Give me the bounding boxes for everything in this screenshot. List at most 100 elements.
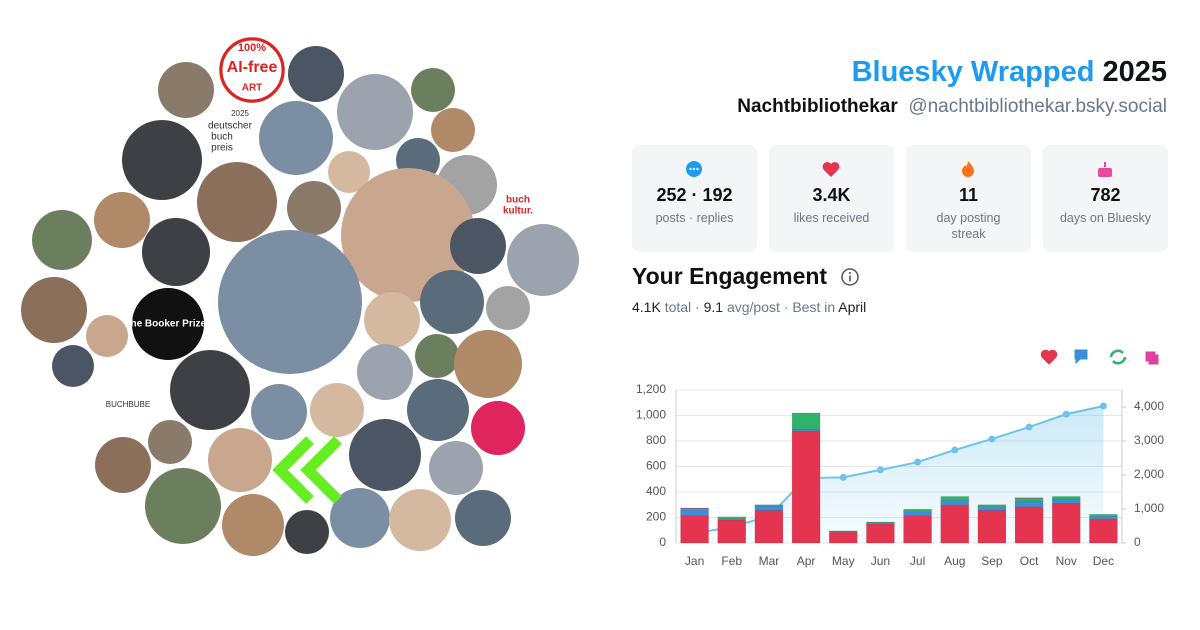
bar-segment (754, 510, 784, 544)
display-name: Nachtbibliothekar (737, 96, 898, 117)
summary-part: avg/post · Best in (723, 299, 839, 315)
avatar (507, 224, 579, 296)
avatar (420, 270, 484, 334)
bar-segment (1089, 515, 1118, 520)
line-point (914, 458, 922, 466)
avatar (407, 379, 469, 441)
y-tick-label: 4,000 (1134, 399, 1164, 413)
bar-segment (866, 521, 895, 523)
y-tick-label: 600 (646, 459, 666, 473)
bar-segment (866, 523, 895, 544)
avatar (450, 218, 506, 274)
avatar-collage: 100% AI-free ART The Booker Prizes BUCHBUBE 2… (21, 37, 579, 556)
avatar (288, 46, 344, 102)
y-tick-label: 1,200 (636, 382, 666, 396)
avatar (158, 62, 214, 118)
avatar (208, 428, 272, 492)
icon (822, 162, 840, 177)
summary-part: 9.1 (703, 299, 724, 315)
avatar (142, 218, 210, 286)
line-point (1099, 402, 1107, 410)
y-tick-label: 1,000 (636, 408, 666, 422)
avatar (95, 437, 151, 493)
y-tick-label: 2,000 (1134, 467, 1164, 481)
stat-card: 252 · 192 posts · replies (632, 145, 757, 252)
avatar (341, 168, 475, 302)
badge-text: ART (242, 83, 263, 94)
x-tick-label: Nov (1056, 554, 1077, 568)
bar-segment (680, 509, 709, 516)
icon (686, 161, 702, 177)
bar-segment (1052, 496, 1081, 500)
avatar (415, 334, 459, 378)
avatar (454, 330, 522, 398)
stat-value: 3.4K (812, 185, 851, 205)
y-tick-label: 800 (646, 433, 666, 447)
stat-value: 782 (1090, 185, 1121, 205)
line-point (876, 466, 884, 474)
avatar (471, 401, 525, 455)
section-title-text: Your Engagement (632, 263, 828, 289)
x-tick-label: Sep (981, 554, 1003, 568)
badge-text: preis (211, 143, 233, 154)
icon (962, 161, 974, 177)
bar-segment (1089, 514, 1118, 517)
avatar (218, 230, 362, 374)
bar-segment (940, 496, 969, 501)
badge-text: The Booker Prizes (124, 319, 212, 330)
legend-toggle[interactable] (1040, 349, 1058, 365)
legend-toggle[interactable] (1109, 349, 1127, 365)
avatar (148, 420, 192, 464)
bar-segment (940, 500, 969, 506)
stat-card: 3.4K likes received (769, 145, 894, 252)
avatar (222, 494, 284, 556)
stat-card: 782 days on Bluesky (1043, 145, 1168, 252)
bar-segment (717, 516, 746, 520)
user: Nachtbibliothekar @nachtbibliothekar.bsk… (737, 96, 1167, 118)
badge-text: 2025 (231, 109, 249, 118)
bar-segment (903, 508, 932, 513)
bar-segment (1014, 501, 1044, 507)
badge-text: 100% (238, 42, 266, 54)
y-tick-label: 0 (1134, 535, 1141, 549)
avatar (357, 344, 413, 400)
avatar (94, 192, 150, 248)
info-icon[interactable] (840, 267, 860, 287)
summary-part: April (838, 299, 867, 315)
avatar (251, 384, 307, 440)
avatar (122, 120, 202, 200)
year: 2025 (1102, 56, 1167, 88)
bar-segment (829, 530, 858, 532)
line-point (839, 473, 847, 481)
badge-text: BUCHBUBE (106, 400, 150, 409)
x-tick-label: Jan (685, 554, 704, 568)
x-tick-label: Dec (1093, 554, 1114, 568)
avatar (145, 468, 221, 544)
bar-segment (940, 504, 969, 544)
badge-text: buch (506, 195, 530, 206)
avatar (389, 489, 451, 551)
badge-text: kultur. (503, 206, 533, 217)
bar-segment (1014, 506, 1044, 544)
chevrons (272, 436, 342, 504)
bar-segment (754, 505, 784, 511)
x-tick-label: Oct (1020, 554, 1039, 568)
title-text: Bluesky Wrapped (851, 56, 1095, 88)
line-point (951, 446, 959, 454)
bar-segment (977, 506, 1007, 511)
legend-toggle[interactable] (1074, 349, 1088, 365)
avatar (330, 488, 390, 548)
avatar (21, 277, 87, 343)
bar-segment (1089, 518, 1118, 544)
legend-toggle[interactable] (1145, 351, 1159, 365)
y-tick-label: 0 (659, 535, 666, 549)
x-tick-label: Jul (910, 554, 925, 568)
avatar (411, 68, 455, 112)
bar-segment (680, 507, 709, 509)
x-tick-label: Mar (759, 554, 780, 568)
badge-text: deutscher (208, 121, 253, 132)
stat-value: 252 · 192 (656, 185, 733, 205)
summary-part: total · (660, 299, 704, 315)
y-tick-label: 1,000 (1134, 501, 1164, 515)
